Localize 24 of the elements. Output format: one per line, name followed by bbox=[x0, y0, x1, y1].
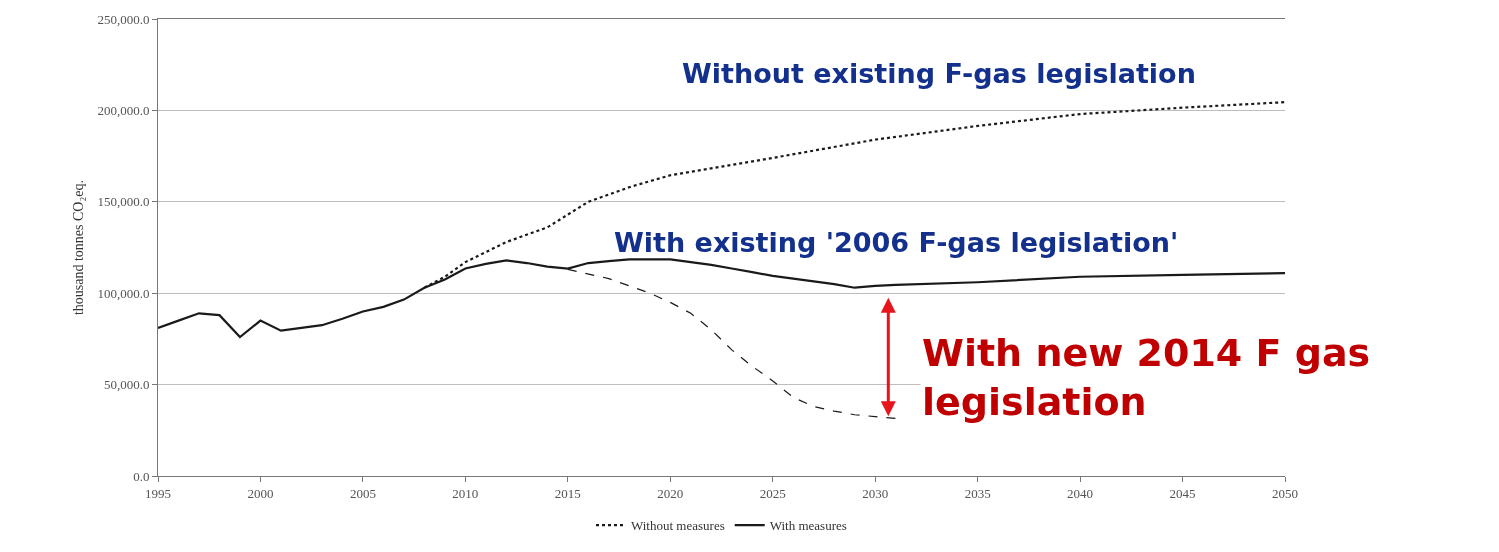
legend-label: Without measures bbox=[631, 518, 725, 534]
x-tick-label: 2015 bbox=[554, 485, 581, 501]
x-tick-label: 2010 bbox=[452, 485, 479, 501]
x-tick-label: 1995 bbox=[145, 485, 171, 501]
annotation: With new 2014 F gas legislation bbox=[922, 331, 1371, 425]
x-tick-label: 2020 bbox=[657, 485, 684, 501]
x-tick-label: 2005 bbox=[349, 485, 376, 501]
x-tick-label: 2000 bbox=[247, 485, 274, 501]
x-tick-label: 2035 bbox=[964, 485, 991, 501]
y-tick-label: 200,000.0 bbox=[97, 102, 150, 118]
y-tick-label: 50,000.0 bbox=[103, 377, 150, 393]
annotation: With existing '2006 F-gas legislation' bbox=[614, 227, 1179, 258]
x-tick-label: 2045 bbox=[1169, 485, 1196, 501]
x-tick-label: 2025 bbox=[759, 485, 786, 501]
y-tick-label: 150,000.0 bbox=[97, 194, 150, 210]
legend-label: With measures bbox=[769, 518, 847, 534]
y-tick-label: 250,000.0 bbox=[97, 11, 150, 27]
x-tick-label: 2040 bbox=[1067, 485, 1094, 501]
y-axis-title: thousand tonnes CO₂eq. bbox=[71, 179, 86, 316]
annotation: Without existing F-gas legislation bbox=[682, 58, 1196, 89]
x-tick-label: 2030 bbox=[862, 485, 889, 501]
y-tick-label: 100,000.0 bbox=[97, 285, 150, 301]
y-tick-label: 0.0 bbox=[133, 468, 150, 484]
x-tick-label: 2050 bbox=[1272, 485, 1298, 501]
